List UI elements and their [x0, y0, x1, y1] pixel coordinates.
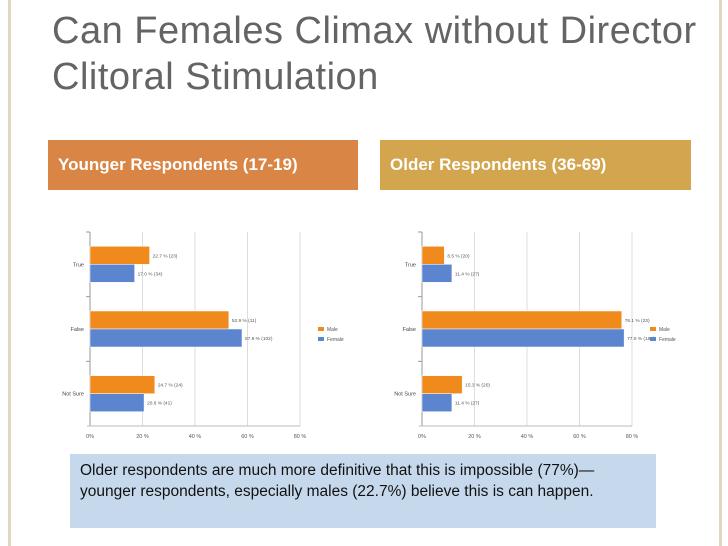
legend-label: Male — [659, 327, 670, 333]
legend-label: Female — [659, 337, 676, 343]
x-tick-label: 40 % — [189, 434, 202, 440]
data-label: 57.9 % (102) — [245, 336, 273, 342]
category-label: Not Sure — [394, 392, 416, 398]
x-tick-label: 80 % — [294, 434, 307, 440]
legend-label: Female — [327, 337, 344, 343]
data-label: 24.7 % (24) — [158, 383, 183, 389]
x-tick-label: 40 % — [521, 434, 534, 440]
female-bar — [421, 328, 625, 348]
legend-label: Male — [327, 327, 338, 333]
male-legend-swatch — [650, 327, 656, 331]
male-legend-swatch — [318, 327, 324, 331]
female-bar — [421, 264, 453, 283]
female-bar — [421, 393, 453, 412]
data-label: 20.6 % (41) — [147, 401, 172, 407]
right-section-header: Older Respondents (36-69) — [380, 140, 691, 190]
younger-respondents-chart: 0% 20 % 40 % 60 % 80 % True 22.7 % (23) 17.0 % … — [48, 215, 366, 450]
data-label: 11.4 % (27) — [455, 271, 480, 277]
data-label: 76.1 % (23) — [625, 318, 650, 324]
x-tick-label: 80 % — [626, 434, 639, 440]
male-bar — [89, 310, 230, 330]
female-legend-swatch — [650, 337, 656, 341]
x-tick-label: 20 % — [136, 434, 149, 440]
data-label: 22.7 % (23) — [153, 253, 178, 259]
male-bar — [89, 375, 156, 394]
x-tick-label: 0% — [86, 434, 94, 440]
older-respondents-chart: 0% 20 % 40 % 60 % 80 % True 8.5 % (20) 11.4 % (… — [380, 215, 698, 450]
x-tick-label: 60 % — [241, 434, 254, 440]
x-tick-label: 60 % — [573, 434, 586, 440]
left-section-header: Younger Respondents (17-19) — [48, 140, 358, 190]
x-tick-label: 20 % — [468, 434, 481, 440]
data-label: 77.0 % (183) — [627, 336, 655, 342]
female-bar — [89, 264, 135, 283]
category-label: False — [403, 327, 416, 333]
category-label: False — [71, 327, 84, 333]
data-label: 11.4 % (27) — [455, 401, 480, 407]
summary-caption: Older respondents are much more definiti… — [70, 454, 656, 528]
category-label: True — [405, 262, 416, 268]
male-bar — [89, 246, 150, 265]
data-label: 17.0 % (34) — [138, 271, 163, 277]
male-bar — [421, 246, 445, 265]
younger-chart-svg: 0% 20 % 40 % 60 % 80 % True 22.7 % (23) 17.0 % … — [62, 231, 344, 440]
data-label: 8.5 % (20) — [447, 253, 470, 259]
data-label: 52.9 % (11) — [232, 318, 257, 324]
female-bar — [89, 393, 145, 412]
slide-title: Can Females Climax without Director Clit… — [52, 10, 697, 98]
female-bar — [89, 328, 243, 348]
x-tick-label: 0% — [418, 434, 426, 440]
data-label: 15.3 % (20) — [465, 383, 490, 389]
category-label: True — [73, 262, 84, 268]
male-bar — [421, 310, 623, 330]
right-decorative-rule — [719, 0, 722, 546]
older-chart-svg: 0% 20 % 40 % 60 % 80 % True 8.5 % (20) 11.4 % (… — [394, 231, 676, 440]
female-legend-swatch — [318, 337, 324, 341]
left-decorative-rule — [8, 0, 11, 546]
male-bar — [421, 375, 463, 394]
category-label: Not Sure — [62, 392, 84, 398]
